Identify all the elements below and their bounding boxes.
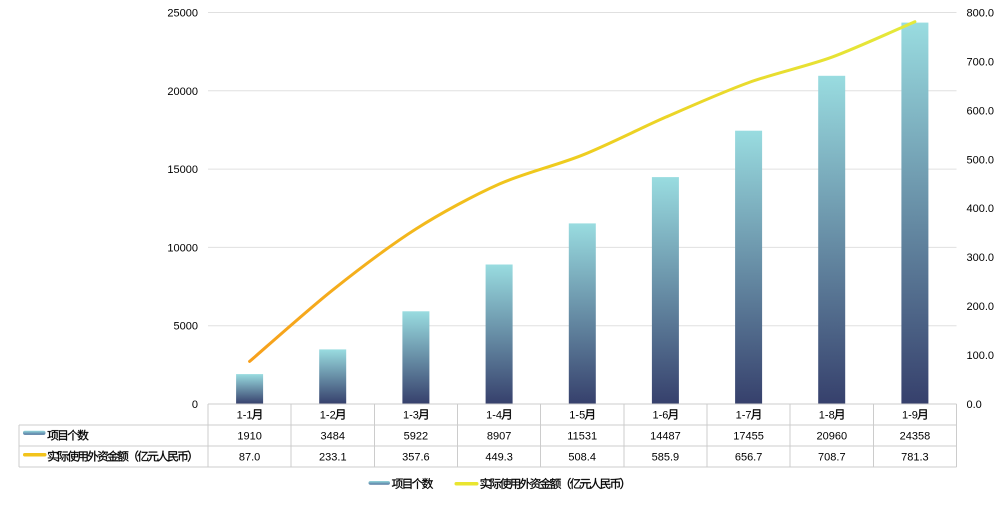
svg-text:24358: 24358 xyxy=(900,431,931,443)
svg-text:200.0: 200.0 xyxy=(967,301,995,313)
svg-text:708.7: 708.7 xyxy=(818,452,846,464)
svg-text:300.0: 300.0 xyxy=(967,252,995,264)
svg-text:1-4: 1-4 xyxy=(486,410,502,422)
svg-text:15000: 15000 xyxy=(167,164,198,176)
svg-text:449.3: 449.3 xyxy=(485,452,513,464)
svg-text:1-9: 1-9 xyxy=(902,410,918,422)
svg-text:233.1: 233.1 xyxy=(319,452,347,464)
svg-text:400.0: 400.0 xyxy=(967,203,995,215)
svg-text:800.0: 800.0 xyxy=(967,8,995,20)
svg-text:10000: 10000 xyxy=(167,242,198,254)
svg-text:700.0: 700.0 xyxy=(967,56,995,68)
svg-text:357.6: 357.6 xyxy=(402,452,430,464)
svg-text:0.0: 0.0 xyxy=(967,399,982,411)
svg-text:25000: 25000 xyxy=(167,8,198,20)
svg-text:87.0: 87.0 xyxy=(239,452,260,464)
svg-text:656.7: 656.7 xyxy=(735,452,763,464)
svg-text:14487: 14487 xyxy=(650,431,681,443)
svg-text:1-1: 1-1 xyxy=(237,410,253,422)
svg-text:585.9: 585.9 xyxy=(652,452,680,464)
svg-text:1-2: 1-2 xyxy=(320,410,336,422)
svg-text:500.0: 500.0 xyxy=(967,154,995,166)
svg-text:781.3: 781.3 xyxy=(901,452,929,464)
svg-text:5922: 5922 xyxy=(404,431,428,443)
svg-text:1-5: 1-5 xyxy=(569,410,585,422)
svg-text:600.0: 600.0 xyxy=(967,105,995,117)
svg-text:20000: 20000 xyxy=(167,86,198,98)
svg-text:1-7: 1-7 xyxy=(736,410,752,422)
svg-text:5000: 5000 xyxy=(174,321,198,333)
svg-text:20960: 20960 xyxy=(817,431,848,443)
svg-text:508.4: 508.4 xyxy=(568,452,596,464)
svg-text:3484: 3484 xyxy=(321,431,345,443)
svg-text:1-3: 1-3 xyxy=(403,410,419,422)
svg-text:8907: 8907 xyxy=(487,431,511,443)
svg-text:11531: 11531 xyxy=(567,431,597,443)
svg-text:17455: 17455 xyxy=(733,431,764,443)
svg-text:100.0: 100.0 xyxy=(967,350,995,362)
svg-text:1910: 1910 xyxy=(237,431,261,443)
svg-text:1-6: 1-6 xyxy=(653,410,669,422)
svg-text:0: 0 xyxy=(192,399,198,411)
svg-text:1-8: 1-8 xyxy=(819,410,835,422)
